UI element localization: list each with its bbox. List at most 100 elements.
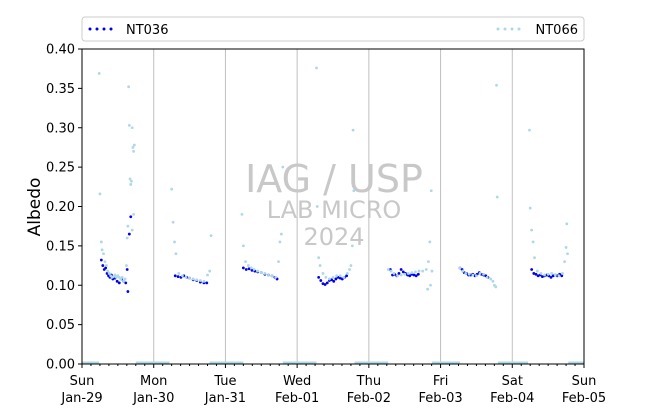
data-point (563, 260, 567, 264)
data-point (281, 165, 285, 169)
data-point (335, 274, 338, 278)
data-point (396, 274, 399, 278)
data-point (564, 246, 568, 249)
legend-dot (102, 27, 106, 31)
data-point (100, 248, 104, 252)
plot-area: IAG / USP LAB MICRO 2024 (81, 48, 585, 365)
data-point (429, 283, 432, 287)
data-point (561, 272, 564, 275)
data-point (115, 279, 119, 283)
data-point (557, 274, 561, 278)
legend-dot (517, 27, 521, 31)
data-point (566, 252, 569, 256)
data-point (551, 274, 555, 278)
data-point (267, 273, 270, 277)
data-point (408, 274, 412, 278)
data-point (412, 273, 416, 277)
data-point (331, 275, 335, 279)
x-tick-day-label: Sat (502, 374, 523, 389)
data-point (565, 222, 569, 226)
data-point (174, 252, 178, 256)
data-point (429, 189, 433, 193)
x-tick-day-label: Tue (213, 374, 236, 389)
data-point (495, 195, 499, 199)
data-point (421, 269, 425, 273)
data-point (478, 272, 482, 275)
data-point (332, 279, 336, 283)
data-point (467, 272, 471, 276)
data-point (338, 276, 342, 280)
data-point (416, 272, 420, 276)
legend-box (81, 16, 585, 42)
data-point (533, 256, 536, 260)
data-point (531, 240, 535, 244)
data-point (205, 281, 209, 285)
data-point (495, 83, 498, 87)
data-point (417, 269, 421, 273)
data-point (191, 277, 195, 281)
x-tick-date-label: Feb-04 (490, 391, 534, 406)
data-point (209, 234, 213, 238)
data-point (98, 192, 102, 196)
data-point (126, 224, 130, 228)
x-tick-date-label: Jan-29 (60, 391, 102, 406)
data-point (101, 264, 105, 267)
y-axis-title: Albedo (25, 178, 45, 237)
y-tick-label: 0.05 (46, 318, 75, 333)
data-point (104, 266, 108, 270)
x-tick-date-label: Jan-30 (132, 391, 174, 406)
data-point (131, 146, 135, 149)
data-point (528, 128, 531, 132)
data-point (403, 272, 407, 276)
data-point (386, 268, 390, 271)
data-point (345, 272, 349, 275)
data-point (324, 275, 328, 279)
y-axis: 0.00 0.05 0.10 0.15 0.20 0.25 0.30 0.35 0.40 (46, 43, 82, 373)
data-point (349, 264, 353, 267)
data-point (117, 281, 121, 285)
data-point (270, 274, 274, 278)
data-point (123, 277, 127, 281)
data-point (274, 275, 278, 279)
x-tick-date-label: Feb-02 (347, 391, 391, 406)
data-point (250, 268, 254, 272)
data-point (127, 85, 131, 89)
x-tick-day-label: Sun (572, 374, 597, 389)
data-point (491, 279, 495, 283)
data-point (426, 260, 430, 264)
data-point (130, 228, 134, 232)
y-tick-label: 0.20 (46, 200, 75, 215)
data-point (103, 260, 107, 264)
data-point (319, 279, 323, 282)
data-point (389, 269, 393, 273)
data-point (129, 215, 133, 219)
data-point (464, 272, 468, 275)
data-point (471, 273, 475, 277)
data-point (543, 273, 546, 277)
data-point (124, 281, 128, 285)
data-point (494, 285, 498, 289)
x-tick-day-label: Thu (356, 374, 381, 389)
x-tick-date-label: Jan-31 (204, 391, 246, 406)
data-point (334, 277, 338, 281)
data-point (475, 274, 478, 278)
data-point (132, 143, 136, 147)
data-point (244, 260, 247, 264)
watermark: IAG / USP LAB MICRO 2024 (245, 157, 423, 251)
data-point (170, 187, 174, 191)
watermark-line-2: LAB MICRO (267, 196, 402, 224)
data-point (392, 272, 396, 275)
data-point (338, 274, 342, 278)
data-point (560, 274, 564, 278)
data-point (321, 282, 325, 286)
x-tick-date-label: Feb-01 (275, 391, 319, 406)
data-point (125, 236, 129, 240)
data-point (352, 189, 356, 193)
data-point (482, 272, 485, 276)
data-point (126, 290, 130, 293)
data-point (132, 212, 136, 216)
x-tick-day-label: Fri (433, 374, 449, 389)
data-point (530, 268, 534, 271)
data-point (536, 274, 540, 278)
